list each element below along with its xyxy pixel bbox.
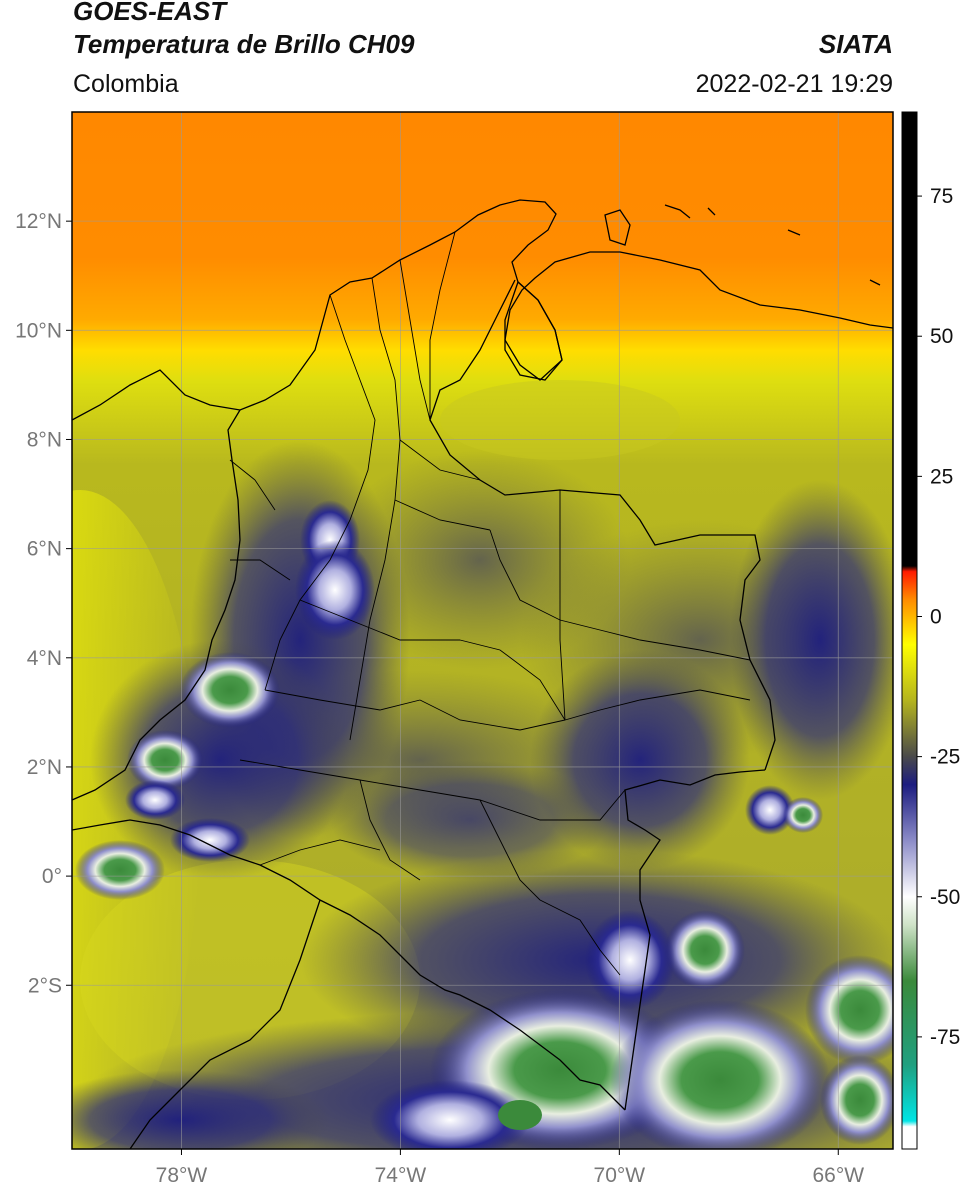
border-ecuador-peru [129,899,321,1149]
lon-tick-label: 78°W [156,1164,208,1187]
lat-tick-label: 0° [42,865,62,888]
internal-divisions [229,231,751,976]
colorbar-tick-label: -25 [930,746,960,769]
longitude-tick-labels: 78°W 74°W 70°W 66°W [156,1149,864,1187]
colorbar-tick-label: 50 [930,325,953,348]
coastline-venezuela-lake [504,281,563,381]
organization-label: SIATA [818,29,893,59]
brightness-temperature-field [72,112,893,1149]
lat-tick-label: 12°N [15,210,62,233]
coastline-caribbean [72,199,893,421]
colorbar-tick-label: -50 [930,886,960,909]
lon-tick-label: 74°W [375,1164,427,1187]
satellite-title: GOES-EAST [73,0,227,26]
lat-tick-label: 8°N [27,428,62,451]
colorbar-tick-label: 75 [930,185,953,208]
lat-tick-label: 10°N [15,319,62,342]
lat-tick-label: 4°N [27,647,62,670]
product-title: Temperatura de Brillo CH09 [73,29,415,59]
map-frame [71,111,894,1150]
region-label: Colombia [73,70,179,98]
colorbar-tick-labels: 75 50 25 0 -25 -50 -75 [917,185,960,1049]
lon-tick-label: 70°W [594,1164,646,1187]
colorbar-tick-label: 0 [930,605,942,628]
border-colombia-peru [229,854,626,1111]
lat-tick-label: 2°S [28,974,62,997]
lat-tick-label: 2°N [27,756,62,779]
border-colombia-venezuela [429,279,776,771]
colorbar-tick-label: 25 [930,465,953,488]
graticule [72,112,893,1149]
border-colombia-ecuador [72,819,231,856]
coastline-pacific [72,409,241,801]
lat-tick-label: 6°N [27,538,62,561]
colorbar: 75 50 25 0 -25 -50 -75 [901,111,960,1150]
colorbar-tick-label: -75 [930,1026,960,1049]
lon-tick-label: 66°W [812,1164,864,1187]
latitude-tick-labels: 12°N 10°N 8°N 6°N 4°N 2°N 0° 2°S [15,210,72,997]
colorbar-scale [901,111,918,1150]
country-borders [72,199,893,1149]
border-colombia-brazil [624,769,766,1111]
islands [604,204,881,286]
timestamp-label: 2022-02-21 19:29 [695,70,893,98]
